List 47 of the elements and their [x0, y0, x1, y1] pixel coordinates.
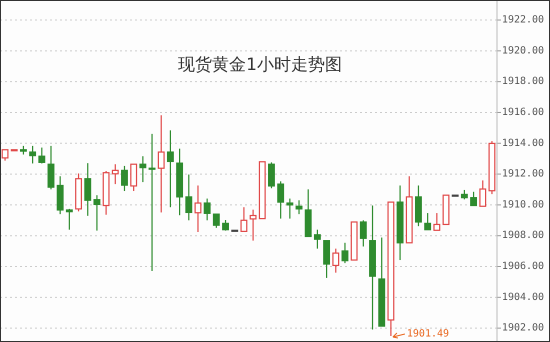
candlestick	[424, 212, 432, 230]
y-tick-label: 1918.00	[502, 76, 544, 88]
candlestick	[479, 180, 486, 207]
candlestick	[112, 164, 119, 185]
candlestick	[314, 229, 321, 250]
candlestick	[84, 162, 92, 216]
candlestick	[323, 240, 330, 279]
candlestick	[38, 146, 46, 164]
candlestick	[204, 198, 211, 221]
candlestick	[130, 164, 138, 192]
annotation: 1901.49	[406, 328, 450, 340]
y-tick-label: 1912.00	[502, 168, 544, 180]
candlestick	[2, 149, 8, 162]
candlestick	[29, 145, 36, 164]
candlestick	[268, 162, 275, 189]
candlestick	[66, 208, 73, 230]
candlestick	[185, 174, 192, 221]
candlestick	[296, 200, 302, 215]
candlestick	[158, 114, 165, 214]
y-tick-label: 1922.00	[502, 14, 544, 26]
candlestick	[148, 133, 156, 272]
y-tick-label: 1910.00	[502, 199, 544, 210]
y-tick-label: 1920.00	[502, 45, 544, 56]
candlestick	[194, 184, 202, 233]
candlestick	[121, 165, 128, 192]
candlestick	[286, 198, 294, 220]
candlestick	[433, 212, 440, 231]
y-tick-label: 1914.00	[502, 138, 544, 149]
y-tick-label: 1916.00	[502, 106, 544, 118]
candlestick	[250, 209, 257, 242]
y-tick-label: 1904.00	[502, 292, 544, 303]
candlestick	[342, 242, 348, 264]
candlestick	[332, 248, 340, 274]
candlestick	[460, 189, 468, 200]
candlestick	[240, 206, 248, 232]
y-tick-label: 1908.00	[502, 230, 544, 242]
candlestick	[48, 145, 54, 190]
candlestick	[360, 220, 367, 248]
candlestick	[166, 130, 174, 208]
candlestick	[277, 180, 284, 220]
candlestick	[139, 156, 146, 183]
candlestick	[93, 194, 100, 232]
y-tick-label: 1902.00	[502, 322, 544, 334]
candlestick	[470, 191, 478, 206]
text: 现货黄金1小时走势图	[178, 55, 342, 75]
candlestick	[212, 214, 220, 228]
y-tick-label: 1906.00	[502, 261, 544, 272]
